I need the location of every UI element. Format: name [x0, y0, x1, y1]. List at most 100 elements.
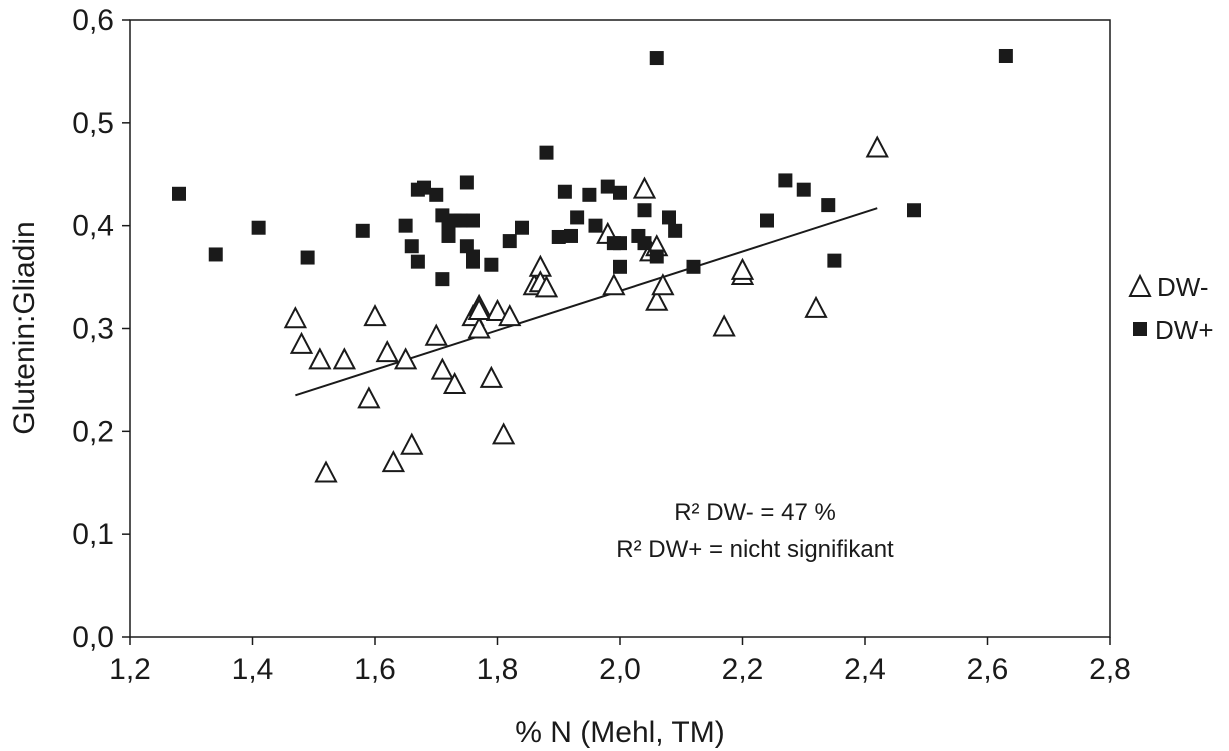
y-tick-label: 0,5	[72, 107, 114, 140]
legend-marker-dw-plus	[1133, 322, 1147, 336]
x-tick-label: 2,2	[722, 653, 764, 686]
point-dw-plus	[998, 48, 1013, 63]
x-tick-label: 1,6	[354, 653, 396, 686]
legend-label-dw-plus: DW+	[1155, 315, 1214, 345]
point-dw-minus	[534, 275, 559, 298]
point-dw-minus	[479, 365, 504, 388]
point-dw-minus	[283, 306, 308, 329]
point-dw-plus	[613, 185, 627, 200]
point-dw-plus	[600, 179, 615, 194]
point-dw-plus	[821, 198, 836, 213]
point-dw-plus	[686, 259, 701, 274]
point-dw-plus	[515, 220, 529, 235]
trendline-dw-minus	[295, 207, 878, 397]
x-axis-title: % N (Mehl, TM)	[515, 716, 724, 749]
point-dw-minus	[424, 323, 448, 346]
point-dw-plus	[459, 175, 474, 190]
y-tick-label: 0,0	[72, 621, 114, 654]
point-dw-minus	[375, 340, 399, 363]
point-dw-plus	[404, 239, 419, 254]
point-dw-plus	[355, 223, 370, 238]
point-dw-plus	[907, 203, 921, 218]
point-dw-minus	[498, 304, 522, 327]
point-dw-plus	[582, 187, 597, 202]
point-dw-plus	[613, 259, 627, 274]
y-tick-label: 0,2	[72, 415, 114, 448]
point-dw-plus	[539, 145, 554, 160]
point-dw-plus	[300, 250, 315, 265]
point-dw-minus	[865, 135, 889, 158]
y-tick-label: 0,3	[72, 313, 114, 346]
point-dw-plus	[649, 51, 664, 66]
point-dw-minus	[485, 298, 510, 322]
point-dw-plus	[570, 210, 585, 225]
point-dw-plus	[484, 257, 499, 272]
y-axis: 0,0 0,1 0,2 0,3 0,4 0,5 0,6	[72, 4, 130, 654]
x-tick-label: 1,8	[477, 653, 519, 686]
point-dw-plus	[466, 213, 480, 228]
point-dw-minus	[308, 347, 332, 370]
annotation-r2-dw-plus: R² DW+ = nicht signifikant	[616, 536, 894, 563]
point-dw-minus	[467, 297, 491, 320]
point-dw-plus	[760, 213, 774, 228]
x-tick-label: 2,6	[967, 653, 1009, 686]
point-dw-plus	[668, 223, 683, 238]
point-dw-minus	[632, 176, 657, 199]
point-dw-minus	[730, 257, 755, 280]
plot-area	[129, 19, 1111, 638]
point-dw-plus	[429, 187, 444, 202]
point-dw-plus	[637, 203, 652, 218]
trendline-group	[295, 207, 878, 397]
point-dw-minus	[381, 450, 406, 473]
point-dw-plus	[410, 254, 425, 269]
y-tick-label: 0,6	[72, 4, 114, 37]
point-dw-plus	[557, 184, 572, 199]
legend-label-dw-minus: DW-	[1157, 272, 1209, 302]
point-dw-minus	[804, 295, 828, 318]
point-dw-plus	[588, 218, 603, 233]
point-dw-minus	[363, 304, 387, 327]
data-points	[172, 48, 1013, 483]
point-dw-minus	[712, 314, 736, 337]
point-dw-plus	[637, 236, 652, 251]
y-tick-label: 0,4	[72, 210, 114, 243]
point-dw-plus	[453, 213, 468, 228]
x-tick-label: 1,4	[232, 653, 274, 686]
point-dw-minus	[400, 432, 424, 455]
point-dw-plus	[417, 180, 431, 195]
annotation-r2-dw-minus: R² DW- = 47 %	[674, 499, 836, 526]
point-dw-minus	[289, 331, 314, 354]
x-tick-label: 2,0	[599, 653, 641, 686]
x-tick-label: 1,2	[109, 653, 151, 686]
point-dw-plus	[778, 173, 793, 188]
point-dw-plus	[613, 236, 627, 251]
point-dw-plus	[208, 247, 223, 262]
point-dw-plus	[502, 234, 517, 249]
point-dw-plus	[551, 229, 566, 244]
legend: DW- DW+	[1128, 272, 1214, 345]
point-dw-minus	[645, 288, 669, 311]
point-dw-plus	[172, 186, 186, 201]
point-dw-minus	[430, 357, 455, 380]
point-dw-plus	[466, 249, 480, 264]
x-tick-label: 2,4	[844, 653, 886, 686]
legend-marker-dw-minus	[1128, 273, 1152, 297]
point-dw-minus	[442, 371, 467, 395]
x-tick-label: 2,8	[1089, 653, 1131, 686]
point-dw-plus	[649, 249, 664, 264]
point-dw-minus	[314, 460, 338, 483]
point-dw-minus	[357, 386, 381, 409]
x-axis: 1,2 1,4 1,6 1,8 2,0 2,2 2,4 2,6 2,8	[109, 637, 1131, 686]
point-dw-minus	[651, 273, 675, 296]
point-dw-plus	[564, 228, 578, 243]
y-tick-label: 0,1	[72, 518, 114, 551]
point-dw-plus	[796, 182, 811, 197]
point-dw-minus	[491, 422, 516, 445]
point-dw-minus	[467, 316, 491, 339]
point-dw-plus	[398, 218, 413, 233]
point-dw-plus	[827, 253, 842, 268]
point-dw-minus	[332, 347, 357, 370]
point-dw-plus	[662, 210, 676, 225]
y-axis-title: Glutenin:Gliadin	[8, 221, 41, 434]
